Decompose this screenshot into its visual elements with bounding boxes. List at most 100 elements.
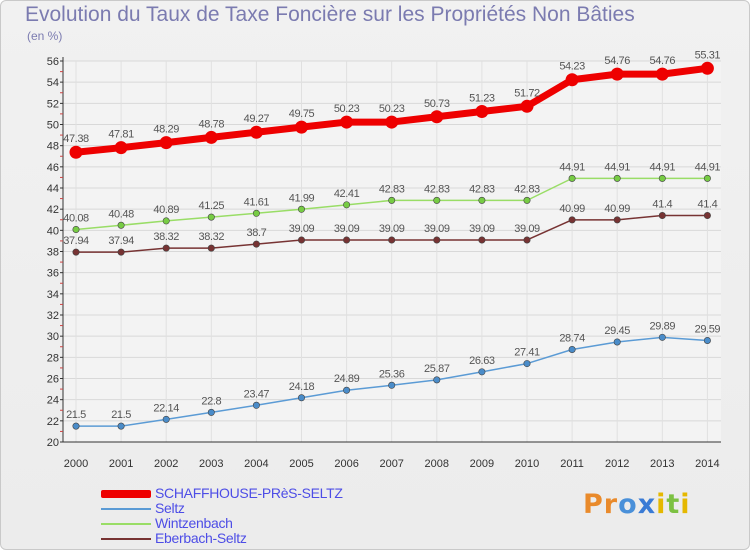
data-label: 41.4 <box>697 199 717 211</box>
data-label: 42.83 <box>379 183 405 195</box>
data-label: 29.89 <box>650 320 676 332</box>
data-point <box>159 136 173 150</box>
data-point <box>655 67 669 81</box>
x-tick-label: 2008 <box>425 458 449 470</box>
data-point <box>430 110 444 124</box>
legend-label-schaffhouse: SCHAFFHOUSE-PRèS-SELTZ <box>155 485 343 501</box>
x-tick-label: 2004 <box>244 458 268 470</box>
data-point <box>700 61 714 75</box>
data-point <box>385 115 399 129</box>
data-point <box>249 125 263 139</box>
data-label: 50.23 <box>334 103 360 115</box>
x-tick-label: 2005 <box>289 458 313 470</box>
data-point <box>252 240 260 248</box>
data-point <box>252 209 260 217</box>
data-point <box>343 236 351 244</box>
data-label: 26.63 <box>469 355 495 367</box>
data-point <box>565 73 579 87</box>
data-point <box>162 244 170 252</box>
y-tick-label: 24 <box>47 395 59 407</box>
data-label: 41.4 <box>652 199 672 211</box>
data-point <box>207 213 215 221</box>
data-label: 44.91 <box>604 161 630 173</box>
x-tick-label: 2013 <box>650 458 674 470</box>
data-label: 55.31 <box>695 49 721 61</box>
data-label: 49.27 <box>244 113 270 125</box>
data-point <box>117 221 125 229</box>
data-label: 47.81 <box>108 129 134 141</box>
logo-letter: x <box>637 489 657 520</box>
data-label: 27.41 <box>514 347 540 359</box>
data-point <box>297 236 305 244</box>
data-label: 51.23 <box>469 92 495 104</box>
data-label: 39.09 <box>424 223 450 235</box>
data-point <box>568 216 576 224</box>
data-point <box>478 368 486 376</box>
data-point <box>568 174 576 182</box>
x-tick-label: 2006 <box>334 458 358 470</box>
legend-swatch-seltz <box>101 508 151 510</box>
data-label: 50.23 <box>379 103 405 115</box>
axes <box>60 57 721 443</box>
x-tick-label: 2010 <box>515 458 539 470</box>
logo-letter: i <box>656 489 667 520</box>
data-label: 40.89 <box>153 204 179 216</box>
data-point <box>433 236 441 244</box>
y-tick-label: 54 <box>47 77 59 89</box>
y-tick-label: 32 <box>47 310 59 322</box>
data-point <box>475 104 489 118</box>
data-point <box>523 236 531 244</box>
data-label: 37.94 <box>63 235 89 247</box>
y-tick-label: 40 <box>47 225 59 237</box>
legend-label-seltz: Seltz <box>155 500 185 516</box>
data-point <box>610 67 624 81</box>
x-tick-label: 2003 <box>199 458 223 470</box>
data-point <box>703 337 711 345</box>
data-label: 49.75 <box>289 108 315 120</box>
data-label: 41.61 <box>244 196 270 208</box>
data-label: 39.09 <box>469 223 495 235</box>
data-point <box>658 174 666 182</box>
x-tick-labels: 2000 2001 2002 2003 2004 2005 2006 2007 2008 2009… <box>64 458 720 470</box>
y-axis-unit-label: (en %) <box>27 29 63 43</box>
data-point <box>388 196 396 204</box>
data-point <box>162 415 170 423</box>
proxiti-logo[interactable]: Proxiti <box>583 489 691 520</box>
data-point <box>340 115 354 129</box>
data-point <box>703 174 711 182</box>
data-point <box>343 386 351 394</box>
y-tick-label: 22 <box>47 416 59 428</box>
legend-swatch-schaffhouse <box>101 490 151 498</box>
data-point <box>252 401 260 409</box>
data-label: 54.23 <box>559 61 585 73</box>
data-label: 21.5 <box>111 409 131 421</box>
y-tick-label: 46 <box>47 162 59 174</box>
y-tick-label: 30 <box>47 331 59 343</box>
data-label: 47.38 <box>63 133 89 145</box>
data-label: 44.91 <box>559 161 585 173</box>
data-point <box>72 422 80 430</box>
legend-swatch-eberbach-seltz <box>101 538 151 540</box>
data-label: 37.94 <box>108 235 134 247</box>
data-point <box>114 141 128 155</box>
data-label: 48.29 <box>153 124 179 136</box>
data-point <box>703 212 711 220</box>
data-label: 23.47 <box>244 388 270 400</box>
data-label: 48.78 <box>199 118 225 130</box>
logo-letter: i <box>680 489 691 520</box>
data-label: 39.09 <box>334 223 360 235</box>
data-label: 22.14 <box>153 402 179 414</box>
data-point <box>297 394 305 402</box>
data-point <box>117 422 125 430</box>
data-point <box>343 201 351 209</box>
logo-letter: o <box>618 489 638 520</box>
x-tick-label: 2002 <box>154 458 178 470</box>
data-label: 42.83 <box>514 183 540 195</box>
data-point <box>658 333 666 341</box>
data-point <box>433 196 441 204</box>
data-label: 39.09 <box>289 223 315 235</box>
data-label: 40.99 <box>559 203 585 215</box>
data-label: 42.83 <box>469 183 495 195</box>
y-tick-labels: 20 22 24 26 28 30 32 34 36 38 40 42 44 46 48 50 52 54 56 <box>47 56 59 449</box>
data-label: 29.59 <box>695 324 721 336</box>
